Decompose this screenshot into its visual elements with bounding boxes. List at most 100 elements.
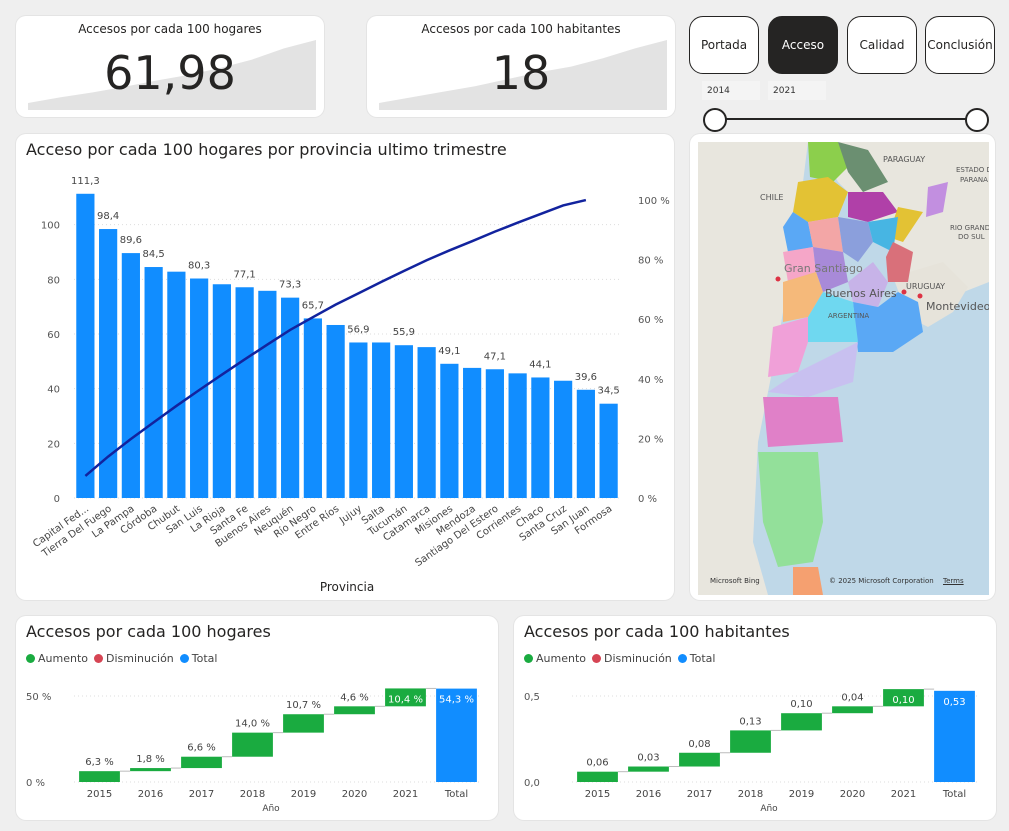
map-attribution-bing: Microsoft Bing: [710, 577, 760, 585]
x-axis-title: Año: [760, 804, 778, 814]
x-tick-label: 2017: [687, 789, 712, 800]
svg-text:ESTADO DE: ESTADO DE: [956, 166, 989, 174]
data-label: 47,1: [484, 351, 506, 362]
data-label: 111,3: [71, 176, 100, 187]
bar: [144, 267, 163, 498]
sparkline-area: [379, 40, 667, 110]
data-label: 1,8 %: [136, 754, 165, 765]
waterfall-bar: [283, 714, 324, 733]
bar: [508, 373, 527, 498]
data-label: 77,1: [233, 269, 255, 280]
bar: [394, 345, 413, 498]
data-label: 6,6 %: [187, 743, 216, 754]
svg-text:PARANA: PARANA: [960, 176, 988, 184]
waterfall-bar: [934, 690, 975, 782]
data-label: 84,5: [142, 249, 164, 260]
svg-text:ARGENTINA: ARGENTINA: [828, 312, 869, 320]
waterfall-bar: [181, 756, 222, 769]
bar: [599, 403, 618, 498]
data-label: 6,3 %: [85, 757, 114, 768]
data-label: 49,1: [438, 346, 460, 357]
data-label: 73,3: [279, 280, 301, 291]
map-card: PARAGUAY CHILE ESTADO DE PARANA RIO GRAN…: [690, 134, 995, 600]
x-tick-label: 2020: [342, 789, 367, 800]
nav-button-conclusion[interactable]: Conclusión: [925, 16, 995, 74]
data-label: 55,9: [393, 327, 415, 338]
nav-button-calidad[interactable]: Calidad: [847, 16, 917, 74]
map-visual[interactable]: PARAGUAY CHILE ESTADO DE PARANA RIO GRAN…: [698, 142, 989, 595]
svg-text:Buenos Aires: Buenos Aires: [825, 287, 897, 300]
pareto-chart-card: Acceso por cada 100 hogares por provinci…: [16, 134, 674, 600]
x-axis-title: Año: [262, 804, 280, 814]
waterfall-bar: [130, 768, 171, 772]
bar: [190, 278, 209, 498]
y-tick-label: 0,0: [524, 778, 540, 789]
waterfall-bar: [232, 732, 273, 757]
waterfall-bar: [781, 713, 822, 731]
bar: [258, 290, 277, 498]
svg-text:RIO GRANDE: RIO GRANDE: [950, 224, 989, 232]
waterfall-bar: [385, 688, 426, 707]
x-tick-label: Total: [444, 789, 468, 800]
bar: [235, 287, 254, 498]
bar: [303, 318, 322, 498]
svg-text:Montevideo: Montevideo: [926, 300, 989, 313]
bar: [281, 297, 300, 498]
nav-button-portada[interactable]: Portada: [689, 16, 759, 74]
year-slider-handle-end[interactable]: [965, 108, 989, 132]
legend-item-total[interactable]: Total: [677, 652, 715, 665]
data-label: 0,06: [586, 758, 608, 769]
x-axis-title: Provincia: [320, 580, 374, 594]
x-tick-label: 2016: [138, 789, 163, 800]
kpi-sparkline: [379, 40, 667, 110]
bar: [463, 367, 482, 498]
kpi-title: Accesos por cada 100 hogares: [78, 22, 262, 36]
waterfall-bar: [334, 706, 375, 715]
x-tick-label: Total: [942, 789, 966, 800]
legend: Aumento Disminución Total: [26, 652, 217, 665]
bar: [417, 347, 436, 498]
data-label: 39,6: [575, 372, 597, 383]
bar: [485, 369, 504, 498]
y-tick-label: 20: [47, 439, 60, 450]
bar: [349, 342, 368, 498]
bar: [554, 380, 573, 498]
legend-item-aumento[interactable]: Aumento: [524, 652, 586, 665]
map-attribution-copyright: © 2025 Microsoft Corporation: [829, 577, 934, 585]
bar: [167, 271, 186, 498]
y-tick-label: 50 %: [26, 692, 51, 703]
map-terms-link[interactable]: Terms: [943, 577, 964, 585]
data-label: 0,10: [790, 699, 812, 710]
legend-item-disminucion[interactable]: Disminución: [592, 652, 672, 665]
legend-item-total[interactable]: Total: [179, 652, 217, 665]
waterfall-bar: [628, 766, 669, 772]
data-label: 0,03: [637, 753, 659, 764]
year-slider-handle-start[interactable]: [703, 108, 727, 132]
bar: [76, 193, 95, 498]
y2-tick-label: 60 %: [638, 315, 663, 326]
data-label: 4,6 %: [340, 692, 369, 703]
year-start-input[interactable]: 2014: [702, 81, 760, 100]
data-label: 14,0 %: [235, 719, 270, 730]
year-end-input[interactable]: 2021: [768, 81, 826, 100]
x-tick-label: 2015: [585, 789, 610, 800]
y2-tick-label: 0 %: [638, 494, 657, 505]
data-label: 0,04: [841, 692, 863, 703]
y2-tick-label: 100 %: [638, 196, 670, 207]
legend-item-aumento[interactable]: Aumento: [26, 652, 88, 665]
nav-button-acceso[interactable]: Acceso: [768, 16, 838, 74]
year-slider-track[interactable]: [713, 118, 977, 120]
bar: [121, 253, 140, 498]
data-label: 65,7: [302, 300, 324, 311]
x-tick-label: Jujuy: [337, 503, 364, 527]
kpi-value: 18: [491, 46, 551, 100]
y-tick-label: 40: [47, 385, 60, 396]
sparkline-area: [28, 40, 316, 110]
kpi-value: 61,98: [104, 46, 236, 100]
x-tick-label: 2021: [891, 789, 916, 800]
waterfall-bar: [436, 688, 477, 782]
y-tick-label: 0 %: [26, 778, 45, 789]
waterfall-bar: [79, 771, 120, 782]
legend-item-disminucion[interactable]: Disminución: [94, 652, 174, 665]
waterfall-habitantes-card: Accesos por cada 100 habitantes Aumento …: [514, 616, 996, 820]
